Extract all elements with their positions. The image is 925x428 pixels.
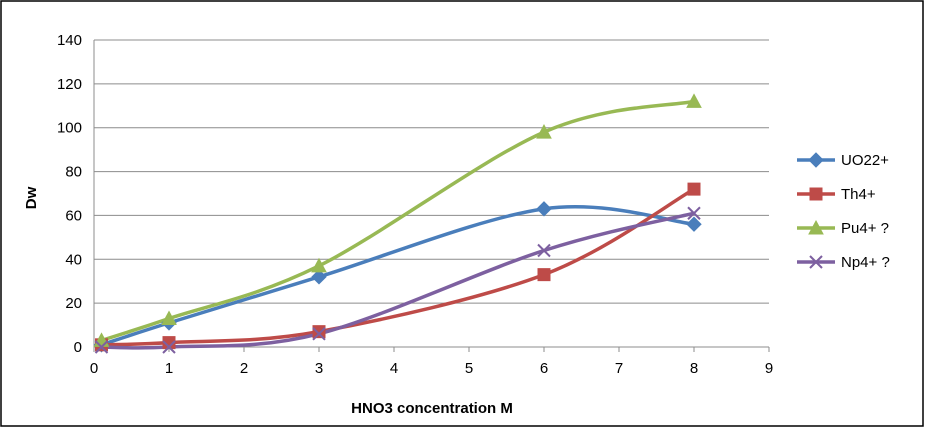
data-point-x <box>94 340 109 354</box>
legend-label: Th4+ <box>841 186 876 203</box>
x-tick-label: 4 <box>390 360 398 377</box>
y-tick-label: 40 <box>65 251 82 268</box>
x-tick-label: 6 <box>540 360 548 377</box>
x-tick-label: 1 <box>165 360 173 377</box>
data-point-x <box>809 255 823 269</box>
data-point-square <box>162 336 176 350</box>
series-markers <box>93 93 702 354</box>
data-point-triangle <box>686 93 702 108</box>
gridlines <box>94 39 769 304</box>
legend: UO22+ Th4+ Pu4+ ? Np4+ ? <box>797 152 890 271</box>
data-point-triangle <box>161 310 177 325</box>
data-point-x <box>312 327 326 341</box>
y-tick-label: 60 <box>65 207 82 224</box>
data-point-diamond <box>536 201 552 217</box>
x-tick-label: 5 <box>465 360 473 377</box>
x-tick-label: 3 <box>315 360 323 377</box>
data-point-triangle <box>311 257 327 273</box>
x-marker-stroke <box>312 327 326 341</box>
data-point-triangle <box>536 124 552 139</box>
y-tick-label: 0 <box>74 339 82 356</box>
y-tick-label: 80 <box>65 164 82 181</box>
x-marker-stroke <box>162 340 176 354</box>
legend-item: Th4+ <box>797 186 876 203</box>
data-point-square <box>809 187 823 201</box>
legend-label: Pu4+ ? <box>841 220 889 237</box>
x-axis-ticks: 0 1 2 3 4 5 6 7 8 9 <box>90 347 773 377</box>
legend-item: Np4+ ? <box>797 254 890 271</box>
data-point-x <box>162 340 176 354</box>
data-point-square <box>312 325 326 339</box>
y-axis-ticks: 0 20 40 60 80 100 120 140 <box>57 32 82 356</box>
data-point-diamond <box>311 269 327 285</box>
data-point-square <box>687 182 701 196</box>
legend-item: UO22+ <box>797 152 889 169</box>
data-point-triangle <box>808 219 824 235</box>
y-tick-label: 100 <box>57 120 82 137</box>
data-point-diamond <box>686 216 702 232</box>
data-point-x <box>687 206 701 220</box>
x-axis-title: HNO3 concentration M <box>351 400 513 417</box>
x-tick-label: 8 <box>690 360 698 377</box>
x-marker-stroke <box>809 255 823 269</box>
data-point-square <box>537 268 551 282</box>
y-axis-title: Dw <box>23 186 40 209</box>
x-marker-stroke <box>537 243 551 258</box>
y-tick-label: 120 <box>57 76 82 93</box>
y-tick-label: 140 <box>57 32 82 49</box>
data-point-diamond <box>808 152 824 168</box>
data-point-x <box>537 243 551 258</box>
x-marker-stroke <box>687 206 701 220</box>
x-marker-stroke <box>94 340 109 354</box>
x-tick-label: 2 <box>240 360 248 377</box>
y-tick-label: 20 <box>65 295 82 312</box>
legend-label: UO22+ <box>841 152 889 169</box>
x-tick-label: 0 <box>90 360 98 377</box>
x-tick-label: 7 <box>615 360 623 377</box>
legend-label: Np4+ ? <box>841 254 890 271</box>
x-tick-label: 9 <box>765 360 773 377</box>
legend-item: Pu4+ ? <box>797 219 889 237</box>
